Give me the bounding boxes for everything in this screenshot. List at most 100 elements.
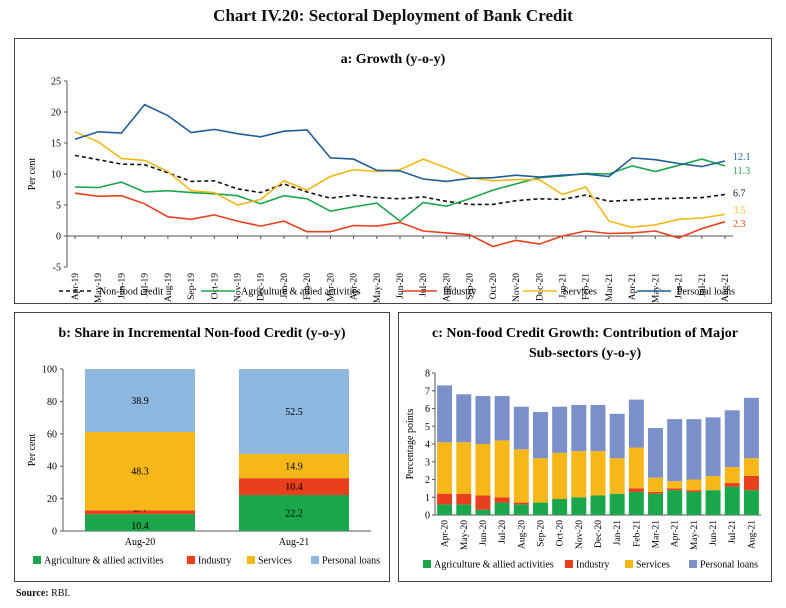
chart-a-xtick-label: Dec-20 — [535, 273, 545, 301]
bar-c-services — [513, 449, 529, 503]
chart-c-ytick-label: 4 — [425, 440, 430, 451]
bar-c-personal_c — [724, 410, 740, 468]
chart-a-xtick-label: Jul-21 — [698, 273, 708, 297]
bar-c-services — [724, 467, 740, 484]
bar-c-services — [532, 458, 548, 503]
series-end-label-personal: 12.1 — [733, 152, 751, 163]
chart-b-xtick-label: Aug-21 — [279, 537, 310, 548]
chart-c-xtick-label: May-21 — [690, 520, 700, 550]
bar-c-personal_c — [552, 406, 568, 453]
bar-b-label-industry: 10.4 — [285, 482, 303, 493]
chart-a-xtick-label: Jul-19 — [141, 273, 151, 297]
bar-c-agri — [609, 493, 625, 515]
bar-c-services — [743, 458, 759, 476]
bar-c-personal_c — [532, 412, 548, 459]
chart-c-svg: c: Non-food Credit Growth: Contribution … — [405, 326, 761, 571]
legend-c-label-industry: Industry — [576, 560, 609, 571]
chart-a-xtick-label: Sep-19 — [187, 273, 197, 300]
legend-a-label-personal: Personal loans — [677, 287, 735, 298]
chart-c-xtick-label: Apr-21 — [671, 520, 681, 547]
panel-c-contribution: c: Non-food Credit Growth: Contribution … — [398, 312, 772, 582]
bar-c-industry — [513, 502, 529, 505]
bar-c-services — [667, 481, 683, 489]
bar-c-industry — [456, 493, 472, 505]
chart-a-xtick-label: Jun-20 — [396, 273, 406, 299]
chart-a-xtick-label: Apr-20 — [350, 273, 360, 300]
legend-c-label-personal_c: Personal loans — [700, 560, 758, 571]
chart-c-xtick-label: Aug-21 — [747, 520, 757, 549]
bar-c-services — [456, 442, 472, 494]
legend-a-label-services: Services — [563, 287, 597, 298]
chart-a-xtick-label: Apr-19 — [71, 273, 81, 300]
legend-b-label-agri: Agriculture & allied activities — [44, 556, 164, 567]
chart-c-ytick-label: 5 — [425, 422, 430, 433]
chart-b-ytick-label: 60 — [47, 429, 57, 440]
bar-c-personal_c — [456, 394, 472, 443]
bar-c-industry — [628, 488, 644, 492]
bar-b-label-services: 14.9 — [285, 462, 303, 473]
chart-b-ylabel: Per cent — [27, 434, 38, 467]
series-end-label-industry: 2.3 — [733, 219, 746, 230]
bar-c-services — [437, 442, 453, 494]
bar-c-agri — [456, 504, 472, 515]
chart-a-ytick-label: -5 — [53, 263, 61, 274]
bar-c-personal_c — [494, 396, 510, 441]
legend-c-swatch-personal_c — [689, 560, 697, 568]
bar-c-services — [628, 447, 644, 489]
chart-a-xtick-label: May-19 — [94, 273, 104, 303]
series-end-label-nonfood: 6.7 — [733, 189, 746, 200]
bar-c-agri — [513, 504, 529, 515]
chart-a-ylabel: Per cent — [27, 158, 38, 191]
source-note: Source: RBI. — [16, 588, 70, 599]
bar-b-label-personal_light: 38.9 — [131, 396, 149, 407]
bar-c-industry — [475, 495, 491, 510]
bar-c-industry — [648, 491, 664, 494]
chart-a-xtick-label: Mar-21 — [605, 273, 615, 302]
chart-a-xtick-label: Oct-19 — [210, 273, 220, 300]
chart-c-xtick-label: Jun-21 — [709, 520, 719, 546]
bar-c-personal_c — [667, 419, 683, 482]
bar-c-industry — [724, 483, 740, 487]
series-line-personal — [74, 103, 726, 183]
legend-c-label-services: Services — [636, 560, 670, 571]
bar-c-services — [590, 451, 606, 496]
chart-a-ytick-label: 5 — [56, 201, 61, 212]
source-text: RBI. — [51, 588, 71, 599]
series-line-agri — [74, 158, 726, 223]
chart-a-ytick-label: 25 — [51, 77, 61, 88]
chart-a-xtick-label: Aug-20 — [442, 273, 452, 302]
chart-c-ytick-label: 2 — [425, 475, 430, 486]
legend-a-label-industry: Industry — [443, 287, 476, 298]
chart-a-ytick-label: 15 — [51, 139, 61, 150]
bar-b-industry — [85, 510, 195, 515]
chart-c-ytick-label: 3 — [425, 457, 430, 468]
chart-b-ytick-label: 100 — [42, 365, 57, 376]
chart-c-xtick-label: Sep-20 — [536, 520, 546, 547]
chart-a-xtick-label: Oct-20 — [489, 273, 499, 300]
bar-b-label-agri: 22.2 — [285, 509, 303, 520]
legend-a-label-nonfood: Non-food credit — [99, 287, 163, 298]
chart-c-xtick-label: Mar-21 — [652, 520, 662, 549]
bar-c-agri — [437, 504, 453, 515]
chart-a-xtick-label: Jul-20 — [419, 273, 429, 297]
bar-c-personal_c — [571, 404, 587, 452]
source-label: Source: — [16, 588, 49, 599]
chart-b-xtick-label: Aug-20 — [125, 537, 156, 548]
series-line-nonfood — [74, 154, 726, 206]
bar-c-services — [571, 451, 587, 498]
bar-c-services — [494, 440, 510, 498]
bar-c-personal_c — [705, 417, 721, 476]
bar-c-agri — [475, 509, 491, 515]
bar-c-agri — [724, 486, 740, 515]
series-end-label-agri: 11.3 — [733, 166, 750, 177]
chart-c-xtick-label: Jul-20 — [498, 520, 508, 544]
chart-a-svg: a: Growth (y-o-y) Per cent -5 0 5 10 15 20 25 Apr… — [27, 52, 751, 303]
panel-b-share: b: Share in Incremental Non-food Credit … — [14, 312, 390, 582]
chart-a-xtick-label: Feb-20 — [303, 273, 313, 300]
bar-b-industry — [239, 478, 349, 496]
bar-c-personal_c — [513, 406, 529, 450]
chart-c-xtick-label: Nov-20 — [575, 520, 585, 549]
bar-c-agri — [705, 490, 721, 515]
series-end-label-services: 3.5 — [733, 205, 746, 216]
bar-c-agri — [590, 495, 606, 515]
